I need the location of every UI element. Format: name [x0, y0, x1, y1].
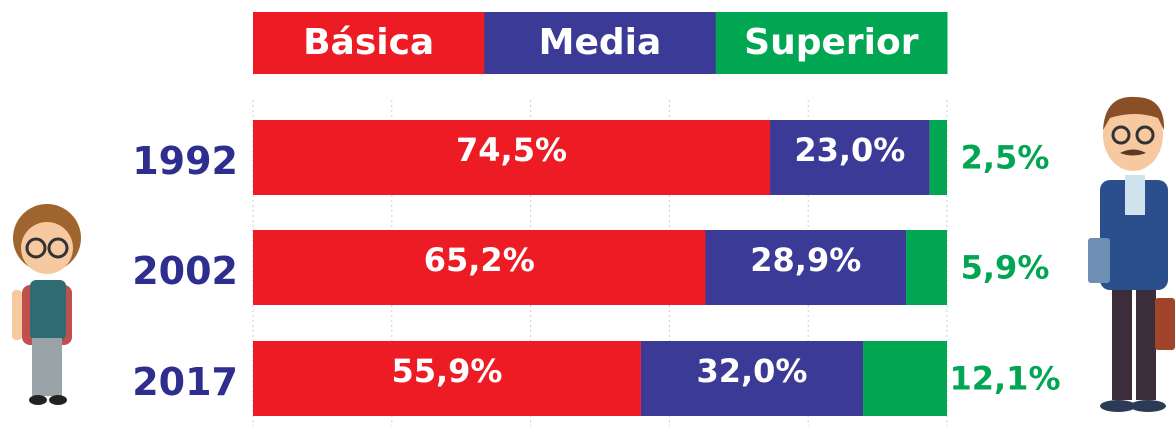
- boy-illustration: [12, 204, 81, 405]
- legend-label: Superior: [744, 22, 919, 63]
- data-label: 5,9%: [961, 249, 1050, 287]
- legend-label: Media: [539, 22, 662, 63]
- y-tick-label: 1992: [132, 139, 238, 183]
- bar-segment: [863, 341, 947, 416]
- data-label: 23,0%: [794, 131, 905, 169]
- chart: Básica Media Superior 1992 74,5% 23,0% 2,5% 200…: [0, 0, 1175, 426]
- y-tick-label: 2017: [132, 360, 238, 404]
- legend-label: Básica: [303, 22, 434, 63]
- bar-segment: [906, 230, 947, 305]
- data-label: 28,9%: [750, 241, 861, 279]
- y-tick-label: 2002: [132, 249, 238, 293]
- data-label: 12,1%: [949, 360, 1060, 398]
- bar-segment: [930, 120, 947, 195]
- data-label: 74,5%: [456, 131, 567, 169]
- data-label: 32,0%: [696, 352, 807, 390]
- data-label: 2,5%: [961, 139, 1050, 177]
- teacher-illustration: [1088, 97, 1175, 412]
- data-label: 65,2%: [424, 241, 535, 279]
- data-label: 55,9%: [391, 352, 502, 390]
